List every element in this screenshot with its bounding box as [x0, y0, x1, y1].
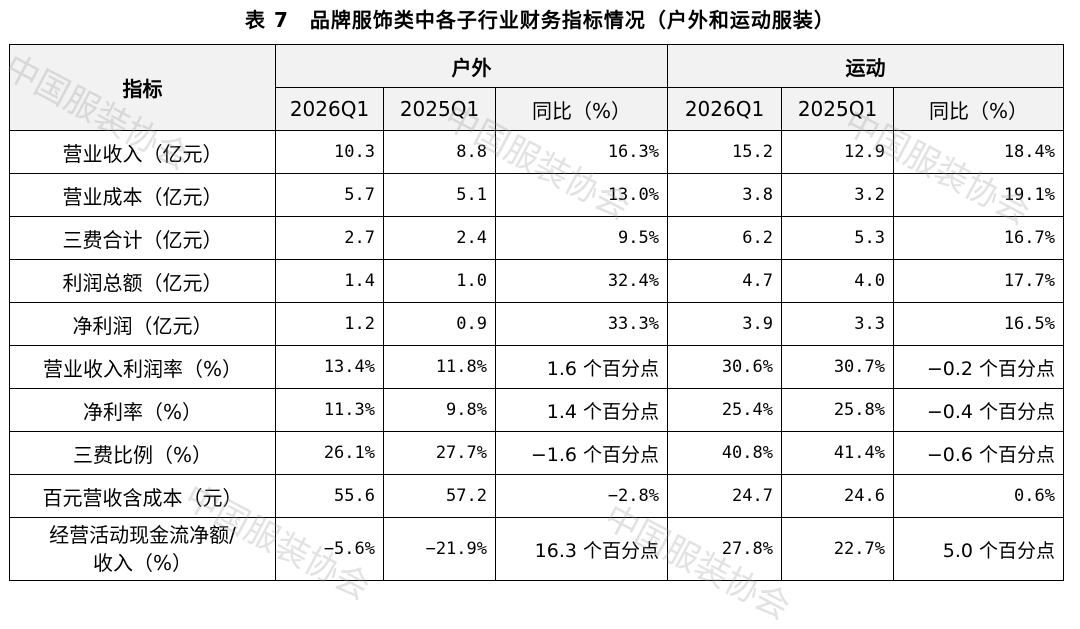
row-label-line: 收入（%） — [92, 551, 192, 575]
cell: 24.6 — [781, 474, 894, 518]
cell: −1.6 个百分点 — [495, 431, 668, 475]
table-row: 百元营收含成本（元） 55.6 57.2 −2.8% 24.7 24.6 0.6… — [9, 474, 1064, 518]
cell: 16.5% — [893, 302, 1064, 346]
cell: 22.7% — [781, 517, 894, 581]
table-row: 三费合计（亿元） 2.7 2.4 9.5% 6.2 5.3 16.7% — [9, 216, 1064, 260]
cell: −0.2 个百分点 — [893, 345, 1064, 389]
cell: −5.6% — [275, 517, 384, 581]
subcol-header: 2025Q1 — [383, 87, 496, 131]
cell: 16.3 个百分点 — [495, 517, 668, 581]
cell: 2.4 — [383, 216, 496, 260]
header-group-sports: 运动 — [667, 44, 1064, 88]
cell: −21.9% — [383, 517, 496, 581]
cell: 0.6% — [893, 474, 1064, 518]
cell: 15.2 — [667, 130, 782, 174]
subcol-header: 同比（%） — [893, 87, 1064, 131]
cell: 4.7 — [667, 259, 782, 303]
subcol-header: 2026Q1 — [667, 87, 782, 131]
cell: 10.3 — [275, 130, 384, 174]
cell: 13.0% — [495, 173, 668, 217]
cell: 2.7 — [275, 216, 384, 260]
row-label: 营业收入利润率（%） — [9, 345, 276, 389]
subcol-header: 2025Q1 — [781, 87, 894, 131]
cell: 11.3% — [275, 388, 384, 432]
cell: 40.8% — [667, 431, 782, 475]
cell: 1.4 — [275, 259, 384, 303]
cell: 32.4% — [495, 259, 668, 303]
cell: 3.2 — [781, 173, 894, 217]
cell: 19.1% — [893, 173, 1064, 217]
cell: 17.7% — [893, 259, 1064, 303]
cell: 55.6 — [275, 474, 384, 518]
table-row: 营业收入利润率（%） 13.4% 11.8% 1.6 个百分点 30.6% 30… — [9, 345, 1064, 389]
row-label-line: 经营活动现金流净额/ — [49, 523, 236, 547]
cell: −0.6 个百分点 — [893, 431, 1064, 475]
table-row: 净利率（%） 11.3% 9.8% 1.4 个百分点 25.4% 25.8% −… — [9, 388, 1064, 432]
cell: 11.8% — [383, 345, 496, 389]
cell: 5.7 — [275, 173, 384, 217]
cell: 1.4 个百分点 — [495, 388, 668, 432]
cell: 26.1% — [275, 431, 384, 475]
row-label: 净利率（%） — [9, 388, 276, 432]
row-label: 净利润（亿元） — [9, 302, 276, 346]
header-indicator: 指标 — [9, 44, 276, 131]
row-label: 百元营收含成本（元） — [9, 474, 276, 518]
table-row: 营业成本（亿元） 5.7 5.1 13.0% 3.8 3.2 19.1% — [9, 173, 1064, 217]
header-group-outdoor: 户外 — [275, 44, 668, 88]
table-row: 营业收入（亿元） 10.3 8.8 16.3% 15.2 12.9 18.4% — [9, 130, 1064, 174]
row-label: 三费合计（亿元） — [9, 216, 276, 260]
cell: 57.2 — [383, 474, 496, 518]
cell: 16.7% — [893, 216, 1064, 260]
cell: 33.3% — [495, 302, 668, 346]
cell: 0.9 — [383, 302, 496, 346]
table-row: 利润总额（亿元） 1.4 1.0 32.4% 4.7 4.0 17.7% — [9, 259, 1064, 303]
cell: 1.6 个百分点 — [495, 345, 668, 389]
cell: 30.6% — [667, 345, 782, 389]
row-label: 营业成本（亿元） — [9, 173, 276, 217]
row-label: 经营活动现金流净额/ 收入（%） — [9, 517, 276, 581]
cell: 12.9 — [781, 130, 894, 174]
cell: 9.5% — [495, 216, 668, 260]
cell: 8.8 — [383, 130, 496, 174]
table-title: 表 7 品牌服饰类中各子行业财务指标情况（户外和运动服装） — [245, 8, 835, 32]
row-label: 营业收入（亿元） — [9, 130, 276, 174]
subcol-header: 同比（%） — [495, 87, 668, 131]
cell: 5.3 — [781, 216, 894, 260]
subcol-header: 2026Q1 — [275, 87, 384, 131]
cell: 3.3 — [781, 302, 894, 346]
cell: 5.0 个百分点 — [893, 517, 1064, 581]
cell: 13.4% — [275, 345, 384, 389]
row-label: 利润总额（亿元） — [9, 259, 276, 303]
cell: 1.2 — [275, 302, 384, 346]
cell: 27.7% — [383, 431, 496, 475]
cell: 27.8% — [667, 517, 782, 581]
cell: 30.7% — [781, 345, 894, 389]
cell: 1.0 — [383, 259, 496, 303]
cell: −0.4 个百分点 — [893, 388, 1064, 432]
cell: 25.8% — [781, 388, 894, 432]
cell: 25.4% — [667, 388, 782, 432]
cell: 41.4% — [781, 431, 894, 475]
cell: 3.9 — [667, 302, 782, 346]
table-row: 经营活动现金流净额/ 收入（%） −5.6% −21.9% 16.3 个百分点 … — [9, 517, 1064, 581]
cell: 16.3% — [495, 130, 668, 174]
table-row: 三费比例（%） 26.1% 27.7% −1.6 个百分点 40.8% 41.4… — [9, 431, 1064, 475]
cell: 18.4% — [893, 130, 1064, 174]
cell: 9.8% — [383, 388, 496, 432]
cell: 4.0 — [781, 259, 894, 303]
cell: 24.7 — [667, 474, 782, 518]
table-row: 净利润（亿元） 1.2 0.9 33.3% 3.9 3.3 16.5% — [9, 302, 1064, 346]
financial-table: 指标 户外 运动 2026Q1 2025Q1 同比（%） 2026Q1 2025… — [9, 44, 1064, 581]
cell: 6.2 — [667, 216, 782, 260]
cell: 3.8 — [667, 173, 782, 217]
cell: 5.1 — [383, 173, 496, 217]
row-label: 三费比例（%） — [9, 431, 276, 475]
cell: −2.8% — [495, 474, 668, 518]
